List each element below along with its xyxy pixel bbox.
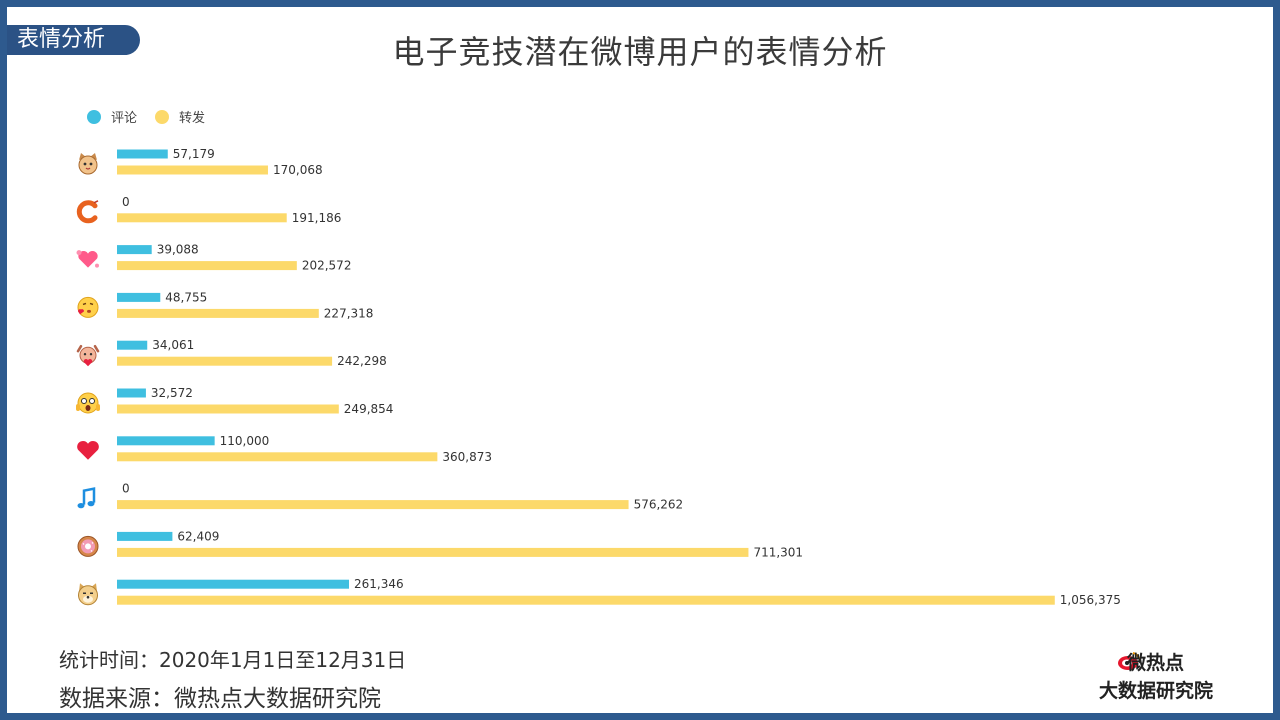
data-label-comment-2: 39,088 xyxy=(157,243,199,257)
data-label-comment-8: 62,409 xyxy=(177,529,219,543)
shrimp-emoji-icon xyxy=(76,200,99,224)
bar-comment-9[interactable] xyxy=(117,579,350,589)
data-label-repost-0: 170,068 xyxy=(273,163,323,177)
weibo-eye-icon xyxy=(1118,652,1140,670)
slide: 表情分析 电子竞技潜在微博用户的表情分析 评论 转发 57,179 170,068… xyxy=(7,7,1273,713)
data-label-comment-6: 110,000 xyxy=(220,434,270,448)
hearts-emoji-icon xyxy=(76,250,99,268)
bar-repost-3[interactable] xyxy=(117,308,319,318)
bar-comment-4[interactable] xyxy=(117,340,148,350)
weiredian-logo: 微热点 大数据研究院 xyxy=(1097,648,1237,706)
data-label-comment-4: 34,061 xyxy=(152,338,194,352)
bar-comment-3[interactable] xyxy=(117,292,161,302)
bar-comment-6[interactable] xyxy=(117,436,215,446)
bar-repost-9[interactable] xyxy=(117,595,1055,605)
chart-legend: 评论 转发 xyxy=(87,107,223,126)
logo-line2: 大数据研究院 xyxy=(1099,680,1214,702)
legend-dot-comment xyxy=(87,109,101,124)
bar-repost-1[interactable] xyxy=(117,213,287,223)
data-label-repost-1: 191,186 xyxy=(292,211,342,225)
heart-hands-emoji-icon xyxy=(76,344,100,367)
bar-comment-8[interactable] xyxy=(117,531,173,541)
data-label-comment-9: 261,346 xyxy=(354,577,404,591)
bar-repost-2[interactable] xyxy=(117,261,297,271)
data-source: 数据来源：微热点大数据研究院 xyxy=(59,686,381,712)
data-label-repost-6: 360,873 xyxy=(442,450,492,464)
data-label-repost-4: 242,298 xyxy=(337,354,387,368)
bar-comment-0[interactable] xyxy=(117,149,168,159)
stat-period: 统计时间：2020年1月1日至12月31日 xyxy=(59,648,407,672)
data-label-repost-8: 711,301 xyxy=(753,545,803,559)
music-note-emoji-icon xyxy=(77,487,96,509)
data-label-repost-9: 1,056,375 xyxy=(1060,593,1121,607)
kiss-emoji-icon xyxy=(77,296,99,318)
legend-item-comment[interactable]: 评论 xyxy=(87,107,137,126)
chart-title: 电子竞技潜在微博用户的表情分析 xyxy=(392,33,888,71)
legend-label-comment: 评论 xyxy=(111,111,138,126)
doughnut-emoji-icon xyxy=(77,535,99,557)
data-label-repost-7: 576,262 xyxy=(634,498,684,512)
data-label-repost-3: 227,318 xyxy=(324,306,374,320)
data-label-comment-0: 57,179 xyxy=(173,147,215,161)
bar-repost-6[interactable] xyxy=(117,452,438,462)
data-label-comment-1: 0 xyxy=(122,195,130,209)
data-label-comment-3: 48,755 xyxy=(165,290,207,304)
data-label-repost-5: 249,854 xyxy=(344,402,394,416)
bar-repost-7[interactable] xyxy=(117,500,629,510)
legend-label-repost: 转发 xyxy=(179,111,206,126)
bar-comment-5[interactable] xyxy=(117,388,146,398)
legend-dot-repost xyxy=(155,109,170,124)
cat-face-emoji-icon xyxy=(78,153,98,175)
bar-repost-8[interactable] xyxy=(117,547,749,557)
shocked-emoji-icon xyxy=(76,392,100,414)
bar-repost-5[interactable] xyxy=(117,404,339,414)
logo-line1: 微热点 xyxy=(1127,652,1185,674)
section-tag: 表情分析 xyxy=(7,25,140,55)
data-label-repost-2: 202,572 xyxy=(302,259,352,273)
bar-repost-4[interactable] xyxy=(117,356,333,366)
bar-repost-0[interactable] xyxy=(117,165,268,175)
doge-emoji-icon xyxy=(78,583,98,606)
bar-chart: 57,179 170,068 0 191,186 39,088 202,572 48,755… xyxy=(76,147,1121,607)
data-label-comment-5: 32,572 xyxy=(151,386,193,400)
red-heart-emoji-icon xyxy=(77,440,99,460)
data-label-comment-7: 0 xyxy=(122,482,130,496)
bar-comment-2[interactable] xyxy=(117,245,152,255)
legend-item-repost[interactable]: 转发 xyxy=(155,107,205,126)
